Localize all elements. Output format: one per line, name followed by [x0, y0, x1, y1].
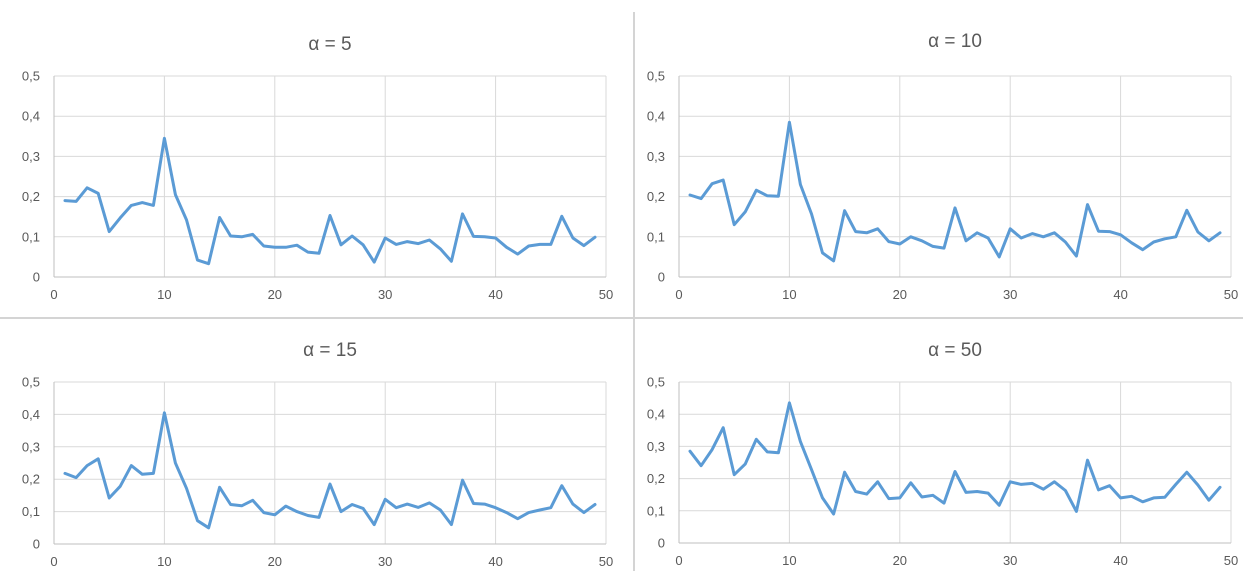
chart-panel-3: α = 15 0 0,1 0,2 0,3 0,4 0,5 0 10 20 30 40 50 — [22, 340, 613, 569]
x-tick-label: 50 — [599, 554, 613, 569]
x-tick-label: 0 — [675, 553, 682, 568]
y-tick-label: 0,5 — [22, 69, 40, 84]
y-tick-label: 0,3 — [647, 439, 665, 454]
x-tick-label: 30 — [378, 287, 392, 302]
y-tick-label: 0,2 — [22, 472, 40, 487]
chart-title: α = 10 — [928, 31, 982, 52]
x-tick-label: 10 — [782, 553, 796, 568]
y-tick-label: 0 — [658, 270, 665, 285]
y-tick-label: 0,1 — [22, 229, 40, 244]
x-tick-label: 50 — [599, 287, 613, 302]
y-tick-label: 0,3 — [647, 149, 665, 164]
y-tick-label: 0,5 — [22, 375, 40, 390]
y-tick-label: 0,1 — [647, 229, 665, 244]
x-tick-label: 0 — [50, 554, 57, 569]
x-tick-label: 30 — [1003, 553, 1017, 568]
y-tick-label: 0,2 — [647, 471, 665, 486]
x-tick-label: 10 — [157, 287, 171, 302]
x-tick-label: 30 — [378, 554, 392, 569]
x-tick-label: 20 — [893, 287, 907, 302]
x-tick-label: 40 — [488, 554, 502, 569]
chart-title: α = 50 — [928, 340, 982, 361]
x-tick-label: 50 — [1224, 553, 1238, 568]
y-tick-label: 0,3 — [22, 439, 40, 454]
x-tick-label: 40 — [1113, 553, 1127, 568]
y-tick-label: 0,2 — [22, 189, 40, 204]
chart-panel-2: α = 10 0 0,1 0,2 0,3 0,4 0,5 0 10 20 30 40 50 — [647, 31, 1238, 302]
y-tick-label: 0,4 — [22, 109, 40, 124]
x-tick-label: 40 — [488, 287, 502, 302]
y-tick-label: 0,3 — [22, 149, 40, 164]
series-line — [63, 136, 597, 266]
y-tick-label: 0,1 — [647, 503, 665, 518]
x-tick-label: 10 — [157, 554, 171, 569]
x-tick-label: 0 — [50, 287, 57, 302]
x-tick-label: 20 — [893, 553, 907, 568]
chart-title: α = 15 — [303, 340, 357, 361]
y-tick-label: 0 — [33, 270, 40, 285]
y-tick-label: 0,4 — [647, 109, 665, 124]
series-line — [63, 411, 597, 530]
x-tick-label: 50 — [1224, 287, 1238, 302]
series-line — [688, 401, 1222, 516]
chart-panel-1: α = 5 0 0,1 0,2 0,3 0,4 0,5 0 10 20 30 40 50 — [22, 34, 613, 302]
x-tick-label: 20 — [268, 287, 282, 302]
y-tick-label: 0 — [658, 536, 665, 551]
y-tick-label: 0,5 — [647, 69, 665, 84]
y-tick-label: 0,2 — [647, 189, 665, 204]
x-tick-label: 40 — [1113, 287, 1127, 302]
x-tick-label: 20 — [268, 554, 282, 569]
y-tick-label: 0 — [33, 537, 40, 552]
y-tick-label: 0,5 — [647, 375, 665, 390]
series-line — [688, 120, 1222, 263]
chart-panel-4: α = 50 0 0,1 0,2 0,3 0,4 0,5 0 10 20 30 40 50 — [647, 340, 1238, 568]
x-tick-label: 0 — [675, 287, 682, 302]
y-tick-label: 0,4 — [647, 407, 665, 422]
x-tick-label: 10 — [782, 287, 796, 302]
y-tick-label: 0,4 — [22, 407, 40, 422]
chart-title: α = 5 — [308, 34, 351, 55]
x-tick-label: 30 — [1003, 287, 1017, 302]
y-tick-label: 0,1 — [22, 504, 40, 519]
